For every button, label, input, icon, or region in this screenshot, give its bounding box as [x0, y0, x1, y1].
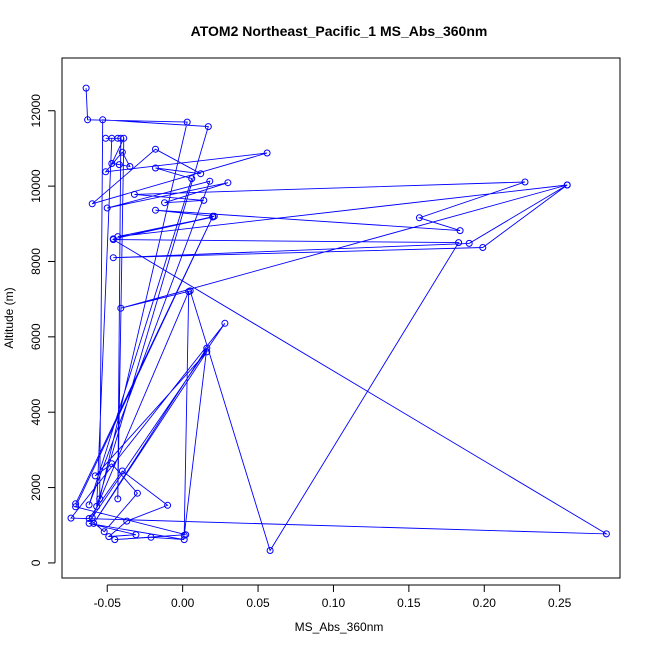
y-tick-label: 0	[29, 559, 43, 566]
data-point	[602, 530, 610, 538]
data-point	[72, 503, 80, 511]
y-tick-label: 2000	[29, 474, 43, 501]
data-point	[521, 178, 529, 186]
data-point	[91, 472, 99, 480]
data-point	[126, 163, 134, 170]
series-layer	[67, 84, 610, 554]
plot-frame	[61, 57, 621, 579]
data-point	[85, 519, 93, 527]
data-point	[102, 168, 110, 176]
data-point	[203, 348, 211, 356]
data-point	[147, 533, 155, 541]
data-point	[85, 515, 93, 522]
y-tick-label: 10000	[29, 169, 43, 203]
data-point	[132, 531, 140, 539]
data-point	[93, 502, 101, 510]
x-tick-label: 0.25	[548, 596, 572, 610]
series-line	[70, 88, 609, 552]
data-point	[108, 460, 116, 468]
data-point	[133, 489, 141, 497]
data-point	[117, 304, 125, 312]
y-tick-label: 12000	[29, 94, 43, 128]
data-point	[180, 536, 188, 544]
y-axis-label: Altitude (m)	[2, 287, 16, 348]
data-point	[456, 227, 464, 235]
data-point	[206, 177, 214, 185]
data-point	[90, 519, 98, 527]
data-point	[96, 495, 104, 503]
y-tick-label: 4000	[29, 399, 43, 426]
x-tick-label: -0.05	[94, 596, 122, 610]
data-point	[465, 239, 473, 247]
data-point	[563, 181, 571, 189]
data-point	[85, 501, 93, 509]
data-point	[152, 206, 159, 214]
x-tick-label: 0.20	[473, 596, 497, 610]
data-point	[117, 134, 125, 142]
y-tick-label: 6000	[29, 323, 43, 350]
data-point	[109, 254, 117, 262]
data-point	[164, 501, 172, 509]
data-point	[82, 84, 90, 92]
data-point	[200, 196, 208, 204]
data-point	[479, 244, 487, 251]
data-point	[224, 179, 232, 187]
data-point	[152, 145, 159, 153]
x-axis-label: MS_Abs_360nm	[295, 620, 384, 634]
data-point	[88, 200, 96, 208]
data-point	[102, 134, 110, 142]
data-point	[188, 175, 196, 183]
x-tick-label: 0.10	[322, 596, 346, 610]
y-axis: 0 2000 4000 6000 8000 10000 12000	[29, 94, 56, 566]
y-tick-label: 8000	[29, 248, 43, 275]
data-point	[203, 344, 211, 352]
data-point	[111, 536, 119, 544]
data-point	[118, 148, 126, 156]
data-point	[152, 164, 159, 172]
data-point	[100, 528, 108, 536]
data-point	[109, 236, 117, 244]
data-point	[84, 116, 92, 124]
data-point	[123, 517, 131, 525]
data-point	[114, 495, 122, 503]
data-point	[415, 214, 423, 222]
data-point	[209, 212, 217, 220]
data-point	[118, 467, 126, 475]
data-point	[263, 149, 271, 157]
x-tick-label: 0.05	[246, 596, 270, 610]
data-point	[204, 123, 212, 131]
data-point	[105, 533, 113, 541]
data-point	[130, 190, 138, 198]
data-point	[99, 116, 107, 124]
data-point	[185, 288, 193, 296]
chart-title: ATOM2 Northeast_Pacific_1 MS_Abs_360nm	[191, 23, 488, 39]
data-point	[197, 170, 205, 178]
data-point	[221, 319, 229, 327]
data-point	[115, 161, 123, 169]
data-point	[108, 160, 116, 167]
data-point	[182, 531, 190, 539]
x-tick-label: 0.00	[171, 596, 195, 610]
data-point	[161, 199, 169, 207]
data-point	[67, 514, 75, 522]
data-point	[103, 204, 111, 212]
data-point	[266, 547, 274, 554]
data-point	[72, 500, 80, 508]
x-tick-label: 0.15	[397, 596, 421, 610]
data-point	[455, 239, 463, 247]
x-axis: -0.05 0.00 0.05 0.10 0.15 0.20 0.25	[94, 584, 572, 610]
data-point	[183, 118, 191, 126]
data-point	[120, 134, 128, 142]
